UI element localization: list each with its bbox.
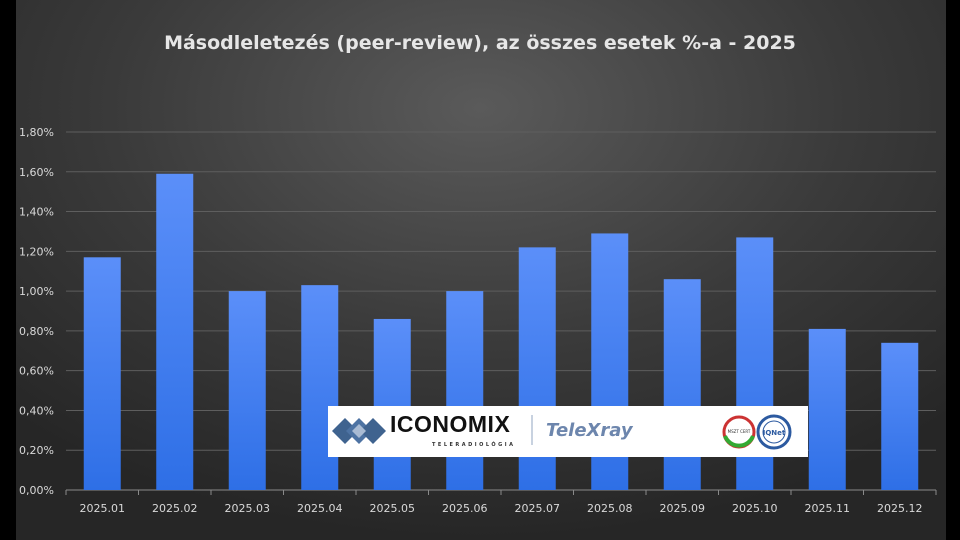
frame-right <box>946 0 960 540</box>
bar-2025.05 <box>373 318 411 490</box>
y-tick-label: 1,00% <box>19 285 54 298</box>
bar-2025.12 <box>881 342 919 490</box>
y-tick-label: 0,40% <box>19 404 54 417</box>
y-tick-label: 1,60% <box>19 166 54 179</box>
y-tick-label: 0,20% <box>19 444 54 457</box>
x-tick-label: 2025.03 <box>225 502 271 515</box>
bar-2025.04 <box>301 285 339 490</box>
logo-product: TeleXray <box>546 420 633 441</box>
x-tick-label: 2025.07 <box>515 502 561 515</box>
x-tick-label: 2025.01 <box>80 502 126 515</box>
y-tick-label: 1,20% <box>19 245 54 258</box>
x-tick-label: 2025.11 <box>805 502 851 515</box>
logo-divider <box>531 415 533 445</box>
bar-2025.01 <box>83 257 121 490</box>
y-tick-label: 0,60% <box>19 365 54 378</box>
x-tick-label: 2025.06 <box>442 502 488 515</box>
x-tick-label: 2025.04 <box>297 502 343 515</box>
x-tick-label: 2025.02 <box>152 502 198 515</box>
x-tick-label: 2025.09 <box>660 502 706 515</box>
cert1-text: MSZT CERT <box>728 429 751 434</box>
bar-2025.09 <box>663 279 701 490</box>
iconomix-logo-banner: ICONOMIX TELERADIOLÓGIA TeleXray MSZT CE… <box>328 406 808 457</box>
logo-brand: ICONOMIX <box>390 411 511 437</box>
bar-2025.03 <box>228 291 266 490</box>
y-tick-label: 0,80% <box>19 325 54 338</box>
cert2-text: IQNet <box>763 429 786 437</box>
x-tick-label: 2025.05 <box>370 502 416 515</box>
bar-2025.02 <box>156 173 194 490</box>
x-tick-label: 2025.08 <box>587 502 633 515</box>
frame-left <box>0 0 16 540</box>
certification-badges-icon: MSZT CERT IQNet <box>722 414 792 450</box>
chart-title: Másodleletezés (peer-review), az összes … <box>164 32 796 54</box>
y-tick-label: 0,00% <box>19 484 54 497</box>
iconomix-diamond-logo-icon <box>332 418 386 444</box>
x-tick-label: 2025.12 <box>877 502 923 515</box>
x-tick-label: 2025.10 <box>732 502 778 515</box>
bar-2025.11 <box>808 328 846 490</box>
bar-2025.06 <box>446 291 484 490</box>
y-tick-label: 1,40% <box>19 206 54 219</box>
logo-subtitle: TELERADIOLÓGIA <box>432 442 516 448</box>
y-tick-label: 1,80% <box>19 126 54 139</box>
